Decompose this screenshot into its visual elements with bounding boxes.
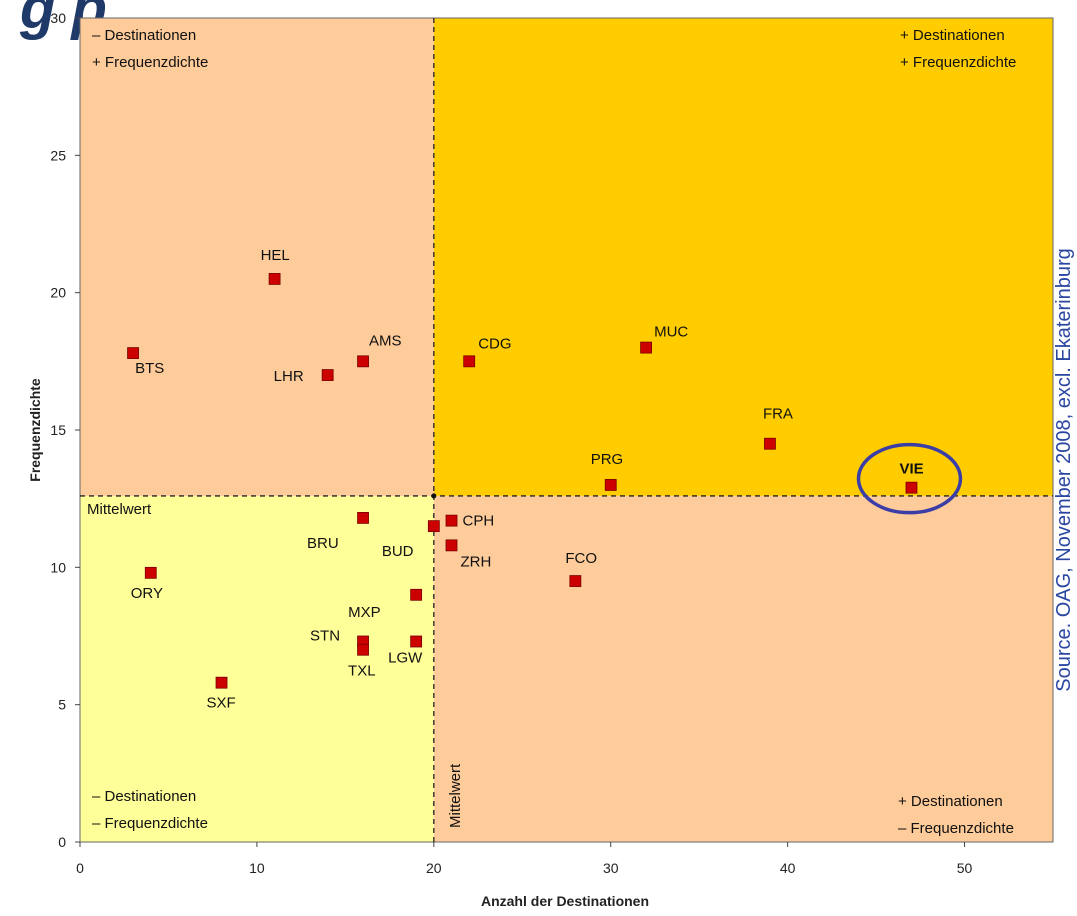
marker-ams: [357, 355, 369, 368]
label-txl: TXL: [348, 663, 376, 680]
marker-bru: [357, 511, 369, 524]
x-tick-label: 10: [249, 860, 265, 876]
label-fra: FRA: [763, 406, 793, 423]
label-cph: CPH: [463, 513, 495, 530]
source-note: Source. OAG, November 2008, excl. Ekater…: [1053, 248, 1075, 692]
quadrant-top-left: [80, 18, 434, 496]
marker-hel: [268, 273, 281, 285]
mean-label-vertical: Mittelwert: [447, 763, 464, 828]
y-axis-title: Frequenzdichte: [27, 378, 43, 482]
label-vie: VIE: [899, 461, 923, 478]
label-bts: BTS: [135, 360, 164, 377]
marker-fra: [764, 437, 776, 450]
marker-bts: [127, 347, 139, 359]
label-lhr: LHR: [274, 368, 304, 385]
y-tick-label: 10: [50, 559, 66, 575]
axis-ticks: 0 10 20 30 40 50 0 5 10 15 20 25 30: [50, 10, 972, 876]
y-tick-label: 5: [58, 697, 66, 713]
q-br-line2: – Frequenzdichte: [898, 820, 1014, 837]
label-mxp: MXP: [348, 604, 381, 621]
x-tick-label: 20: [426, 860, 442, 876]
data-labels: HEL BTS AMS LHR CDG MUC FRA PRG VIE BRU BUD CPH ZRH F…: [131, 247, 924, 712]
marker-fco: [569, 575, 582, 587]
q-bl-line1: – Destinationen: [92, 788, 196, 805]
quadrant-bottom-right: [433, 495, 1053, 842]
q-br-line1: + Destinationen: [898, 793, 1003, 810]
y-tick-label: 15: [50, 422, 66, 438]
x-tick-label: 40: [780, 860, 796, 876]
marker-cph: [445, 514, 458, 527]
q-tl-line2: + Frequenzdichte: [92, 54, 208, 71]
q-bl-line2: – Frequenzdichte: [92, 815, 208, 832]
q-tl-line1: – Destinationen: [92, 27, 196, 44]
label-bud: BUD: [382, 543, 414, 560]
mean-label-horizontal: Mittelwert: [87, 501, 152, 518]
marker-lhr: [321, 369, 334, 381]
quadrant-top-right: [433, 18, 1053, 496]
quadrant-bottom-left: [80, 495, 434, 842]
label-hel: HEL: [261, 247, 290, 264]
y-tick-label: 30: [50, 10, 66, 26]
q-tr-line1: + Destinationen: [900, 27, 1005, 44]
marker-ory: [144, 566, 157, 579]
data-points: [127, 273, 918, 689]
label-ory: ORY: [131, 585, 163, 602]
x-tick-label: 50: [957, 860, 973, 876]
x-axis-title: Anzahl der Destinationen: [481, 893, 649, 909]
q-tr-line2: + Frequenzdichte: [900, 54, 1016, 71]
y-tick-label: 0: [58, 834, 66, 850]
marker-sxf: [215, 676, 228, 689]
label-stn: STN: [310, 627, 340, 644]
highlight-circle: [856, 442, 963, 515]
y-tick-label: 20: [50, 285, 66, 301]
x-tick-label: 0: [76, 860, 84, 876]
label-bru: BRU: [307, 535, 339, 552]
marker-txl: [357, 643, 369, 656]
marker-prg: [604, 479, 617, 491]
label-fco: FCO: [565, 550, 597, 567]
label-lgw: LGW: [388, 649, 423, 666]
x-tick-label: 30: [603, 860, 619, 876]
marker-mxp: [410, 588, 423, 601]
marker-cdg: [463, 355, 476, 368]
mean-intersection-dot: [431, 493, 437, 499]
marker-bud: [427, 520, 440, 533]
marker-muc: [640, 341, 653, 354]
label-zrh: ZRH: [461, 553, 492, 570]
marker-zrh: [445, 539, 458, 552]
marker-lgw: [410, 635, 423, 648]
label-muc: MUC: [654, 324, 688, 341]
marker-vie: [905, 481, 918, 494]
label-cdg: CDG: [478, 335, 511, 352]
y-tick-label: 25: [50, 147, 66, 163]
label-prg: PRG: [591, 451, 624, 468]
label-sxf: SXF: [207, 695, 236, 712]
label-ams: AMS: [369, 332, 402, 349]
